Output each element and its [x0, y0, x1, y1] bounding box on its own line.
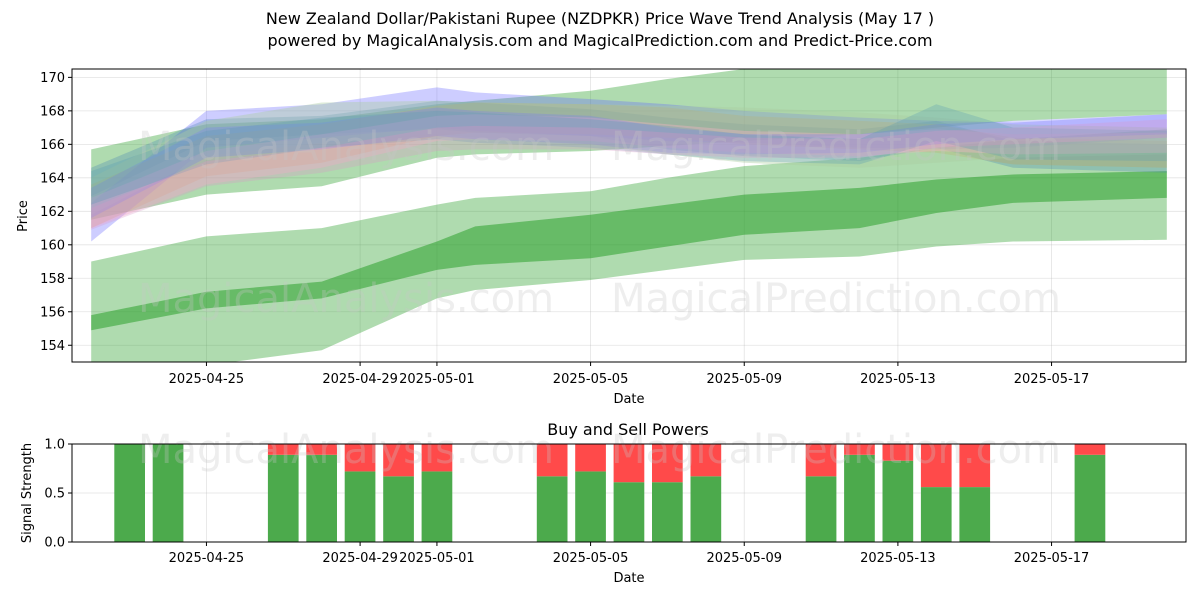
signal-x-tick-label: 2025-05-17: [1014, 551, 1090, 566]
signal-y-tick-label: 0.0: [44, 536, 65, 551]
sell-power-bar: [882, 444, 914, 461]
sell-power-bar: [575, 444, 606, 472]
wave-band-7: [91, 104, 1167, 205]
price-y-tick-label: 166: [40, 138, 65, 153]
price-x-tick-label: 2025-05-01: [399, 372, 475, 387]
price-plot-frame: [71, 68, 1187, 363]
sell-power-bar: [805, 444, 837, 477]
sell-power-bar: [306, 444, 337, 455]
sell-power-bar: [920, 444, 952, 488]
buy-power-bar: [114, 444, 145, 542]
signal-x-tick-label: 2025-05-05: [553, 551, 629, 566]
signal-bars: [114, 444, 1106, 542]
price-axes: 2025-04-25 2025-04-29 2025-05-01 2025-05-05…: [40, 71, 1089, 387]
price-y-tick-label: 164: [40, 171, 65, 186]
price-y-tick-label: 156: [40, 305, 65, 320]
price-x-tick-label: 2025-05-05: [553, 372, 629, 387]
sell-power-bar: [344, 444, 376, 472]
sell-power-bar: [690, 444, 722, 477]
signal-panel-title: Buy and Sell Powers: [547, 420, 709, 439]
watermark-top-right: MagicalPrediction.com: [611, 124, 1061, 170]
sell-power-bar: [383, 444, 414, 477]
green-trend-band-2: [91, 171, 1167, 331]
signal-x-tick-label: 2025-04-29: [322, 551, 398, 566]
price-x-axis-label: Date: [613, 392, 644, 407]
wave-band-8: [91, 119, 1167, 230]
price-y-tick-label: 170: [40, 71, 65, 86]
wave-band-6: [91, 107, 1167, 218]
signal-axes: 2025-04-25 2025-04-29 2025-05-01 2025-05-05…: [44, 438, 1089, 567]
buy-power-bar: [690, 476, 722, 542]
buy-power-bar: [344, 471, 376, 542]
wave-band-3: [91, 102, 1167, 229]
buy-power-bar: [306, 454, 337, 542]
buy-power-bar: [421, 471, 453, 542]
signal-x-tick-label: 2025-05-01: [399, 551, 475, 566]
wave-band-1: [91, 87, 1167, 242]
signal-y-tick-label: 1.0: [44, 438, 65, 453]
signal-x-axis-label: Date: [613, 571, 644, 586]
sell-power-bar: [613, 444, 645, 483]
price-y-tick-label: 168: [40, 104, 65, 119]
sell-power-bar: [536, 444, 568, 477]
green-trend-band-3: [91, 69, 1167, 220]
watermark-bottom-left: MagicalAnalysis.com: [138, 427, 554, 473]
signal-x-tick-label: 2025-05-09: [706, 551, 782, 566]
watermark-mid-left: MagicalAnalysis.com: [138, 276, 554, 322]
buy-power-bar: [575, 471, 606, 542]
buy-power-bar: [882, 460, 914, 542]
price-bands: [91, 69, 1167, 362]
price-y-tick-label: 160: [40, 238, 65, 253]
watermark-mid-right: MagicalPrediction.com: [611, 276, 1061, 322]
price-y-axis-label: Price: [16, 200, 31, 232]
signal-y-axis-label: Signal Strength: [20, 443, 35, 543]
price-x-tick-label: 2025-05-09: [706, 372, 782, 387]
buy-power-bar: [920, 487, 952, 542]
wave-band-2: [91, 100, 1167, 197]
chart-title: New Zealand Dollar/Pakistani Rupee (NZDP…: [0, 8, 1200, 52]
buy-power-bar: [152, 444, 184, 542]
watermark-top-left: MagicalAnalysis.com: [138, 124, 554, 170]
price-x-tick-label: 2025-04-29: [322, 372, 398, 387]
watermark-bottom-right: MagicalPrediction.com: [611, 427, 1061, 473]
sell-power-bar: [1074, 444, 1106, 455]
price-y-tick-label: 158: [40, 272, 65, 287]
buy-power-bar: [844, 454, 875, 542]
price-x-tick-label: 2025-05-13: [860, 372, 936, 387]
buy-power-bar: [1074, 454, 1106, 542]
buy-power-bar: [267, 454, 299, 542]
sell-power-bar: [844, 444, 875, 455]
chart-title-line-1: New Zealand Dollar/Pakistani Rupee (NZDP…: [265, 9, 935, 28]
sell-power-bar: [652, 444, 683, 483]
wave-band-5: [91, 114, 1167, 229]
sell-power-bar: [959, 444, 991, 488]
buy-power-bar: [536, 476, 568, 542]
buy-power-bar: [383, 476, 414, 542]
price-x-tick-label: 2025-04-25: [169, 372, 245, 387]
buy-power-bar: [613, 482, 645, 542]
buy-power-bar: [652, 482, 683, 542]
chart-title-line-2: powered by MagicalAnalysis.com and Magic…: [267, 31, 933, 50]
signal-x-tick-label: 2025-04-25: [169, 551, 245, 566]
price-y-tick-label: 154: [40, 339, 65, 354]
price-x-tick-label: 2025-05-17: [1014, 372, 1090, 387]
signal-y-tick-label: 0.5: [44, 487, 65, 502]
price-y-tick-label: 162: [40, 205, 65, 220]
sell-power-bar: [421, 444, 453, 472]
sell-power-bar: [267, 444, 299, 455]
signal-x-tick-label: 2025-05-13: [860, 551, 936, 566]
wave-band-4: [91, 100, 1167, 215]
buy-power-bar: [959, 487, 991, 542]
buy-power-bar: [805, 476, 837, 542]
